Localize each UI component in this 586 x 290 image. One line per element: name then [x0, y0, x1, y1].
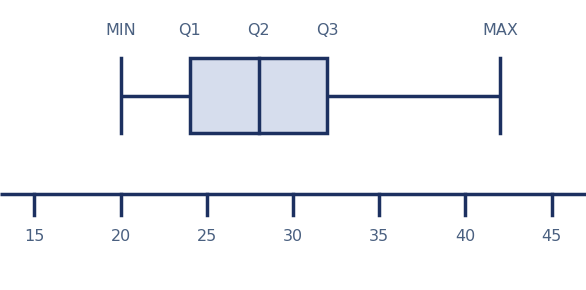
- Text: 25: 25: [197, 229, 217, 244]
- Text: 20: 20: [111, 229, 131, 244]
- Text: 40: 40: [455, 229, 475, 244]
- Text: 15: 15: [24, 229, 45, 244]
- Text: Q3: Q3: [316, 23, 339, 38]
- Text: MAX: MAX: [482, 23, 518, 38]
- Text: Q1: Q1: [178, 23, 201, 38]
- Bar: [190, 58, 328, 133]
- Text: 30: 30: [283, 229, 303, 244]
- Text: 35: 35: [369, 229, 389, 244]
- Text: MIN: MIN: [105, 23, 136, 38]
- Text: 45: 45: [541, 229, 561, 244]
- Text: Q2: Q2: [247, 23, 270, 38]
